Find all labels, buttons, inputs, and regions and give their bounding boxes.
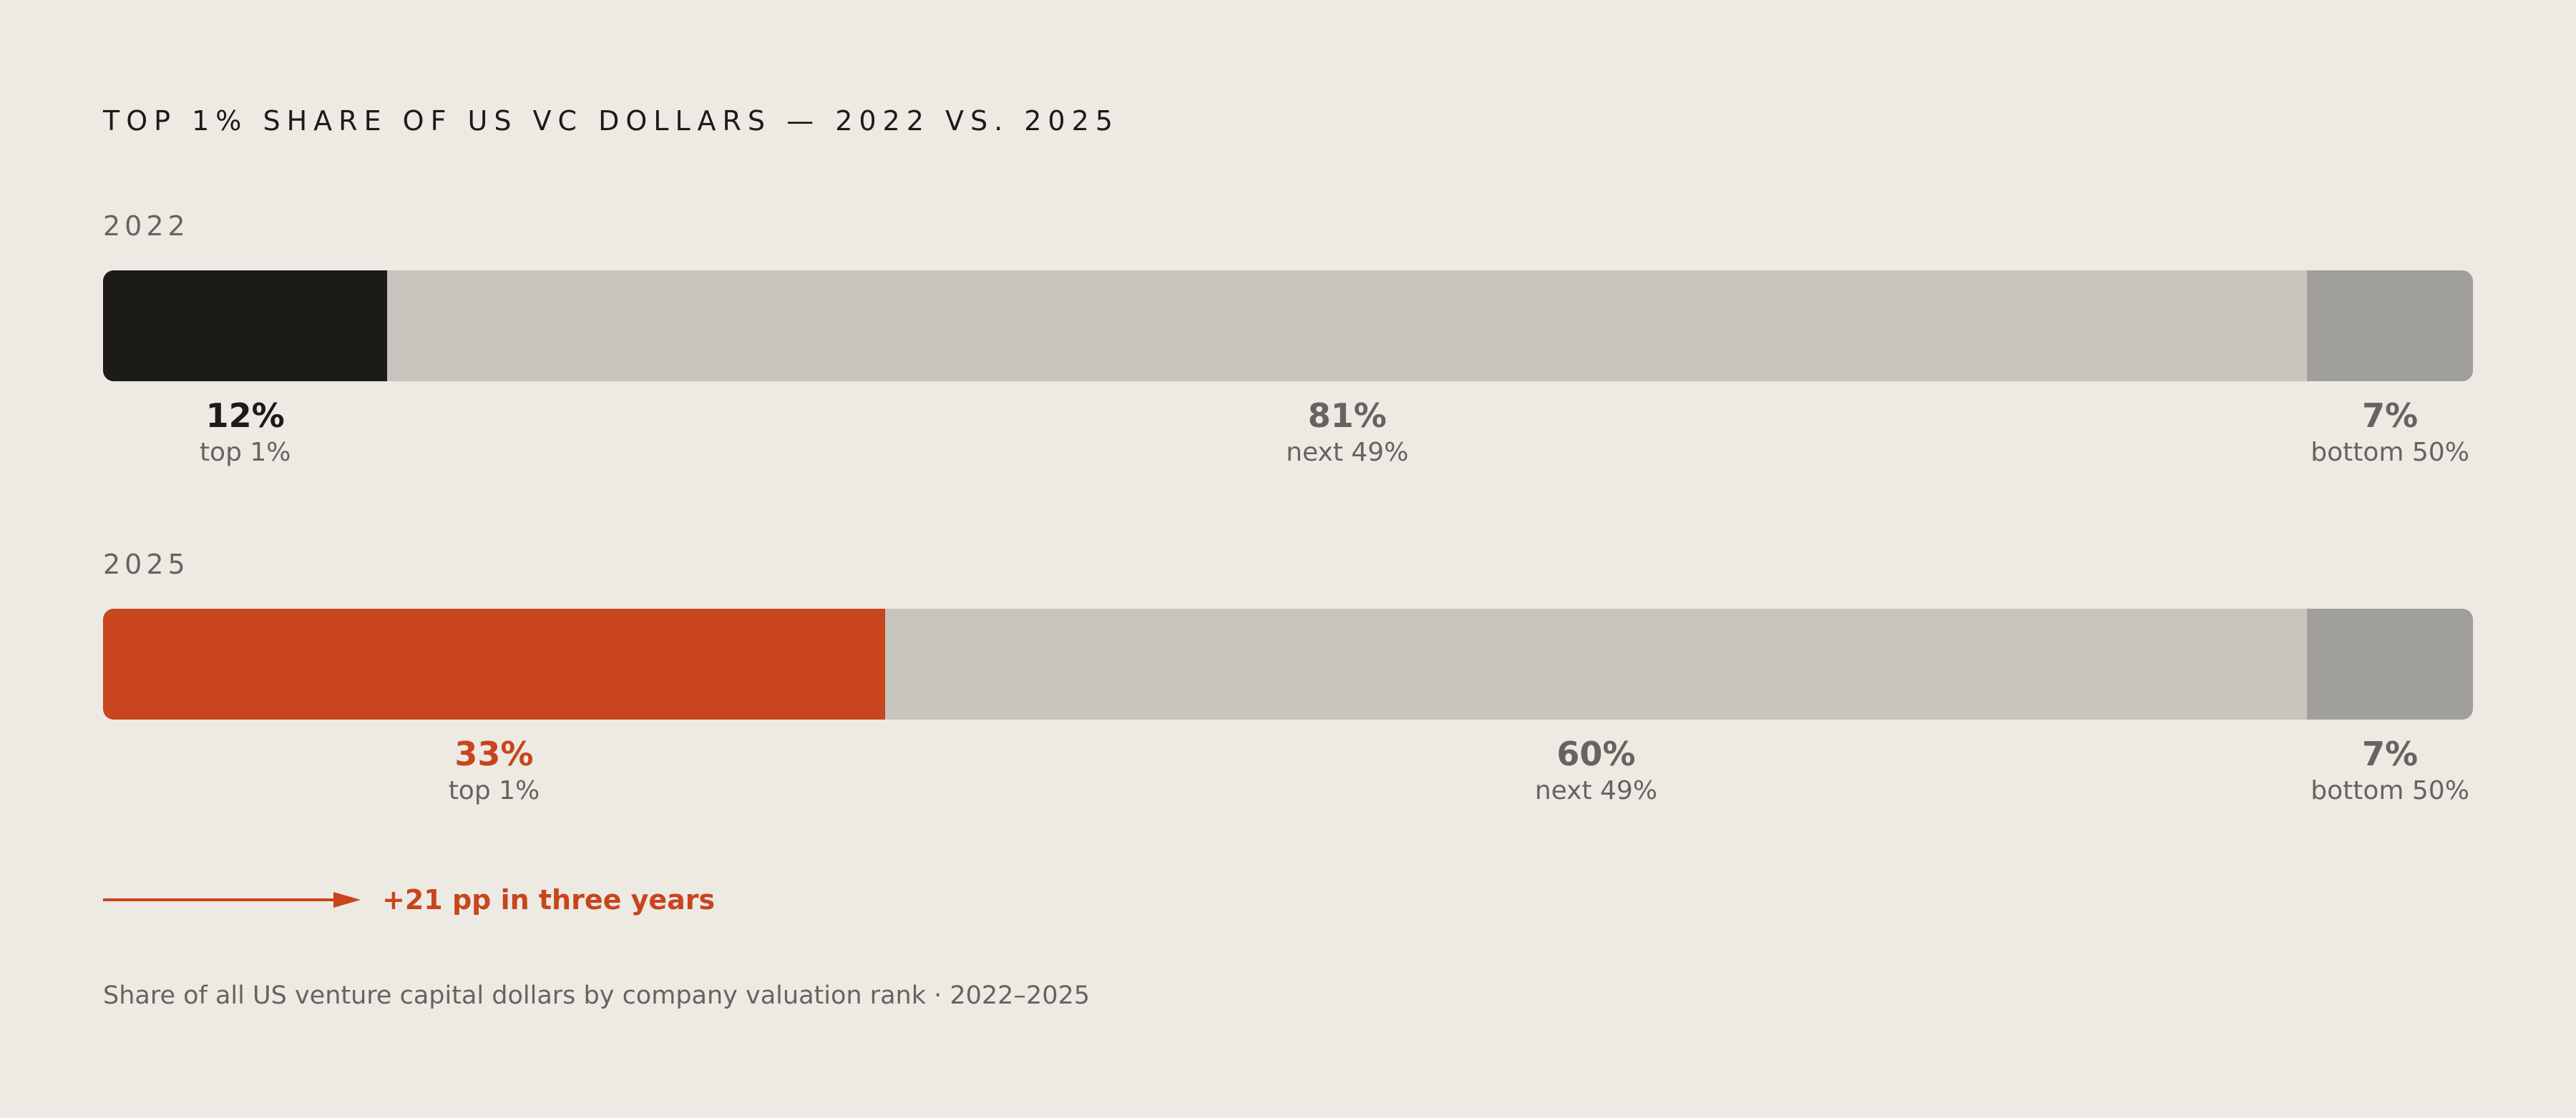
data-label-name: next 49%: [1534, 776, 1658, 805]
year-label-2022: 2022: [103, 210, 190, 242]
year-label-2025: 2025: [103, 549, 190, 580]
stacked-bar-2022: [103, 270, 2473, 381]
chart-title: TOP 1% SHARE OF US VC DOLLARS — 2022 VS.…: [103, 105, 1119, 137]
segment-label: 60% next 49%: [1453, 734, 1740, 808]
data-label-value: 7%: [2362, 735, 2419, 773]
data-label-name: next 49%: [1286, 438, 1409, 467]
footnote: Share of all US venture capital dollars …: [103, 981, 1090, 1010]
segment-label: 33% top 1%: [351, 734, 637, 808]
segment-label: 12% top 1%: [102, 396, 389, 470]
segment-label: 7% bottom 50%: [2247, 396, 2533, 470]
callout-text: +21 pp in three years: [382, 884, 716, 916]
segment-label: 7% bottom 50%: [2247, 734, 2533, 808]
data-label-name: bottom 50%: [2311, 438, 2469, 467]
bar-segment-next-49--2022: [387, 270, 2308, 381]
data-label-value: 33%: [454, 735, 534, 773]
bar-segment-top-1--2022: [103, 270, 388, 381]
bar-segment-next-49--2025: [884, 609, 2308, 720]
data-label-name: bottom 50%: [2311, 776, 2469, 805]
data-label-value: 60%: [1556, 735, 1636, 773]
data-label-value: 12%: [205, 396, 285, 435]
change-callout: +21 pp in three years: [103, 883, 715, 917]
bar-segment-bottom-50--2022: [2307, 270, 2473, 381]
data-label-name: top 1%: [448, 776, 540, 805]
bar-segment-bottom-50--2025: [2307, 609, 2473, 720]
segment-label: 81% next 49%: [1204, 396, 1491, 470]
data-label-value: 7%: [2362, 396, 2419, 435]
bar-segment-top-1--2025: [103, 609, 885, 720]
data-label-value: 81%: [1307, 396, 1387, 435]
stacked-bar-2025: [103, 609, 2473, 720]
data-label-name: top 1%: [199, 438, 291, 467]
arrow-right-icon: [103, 892, 361, 908]
